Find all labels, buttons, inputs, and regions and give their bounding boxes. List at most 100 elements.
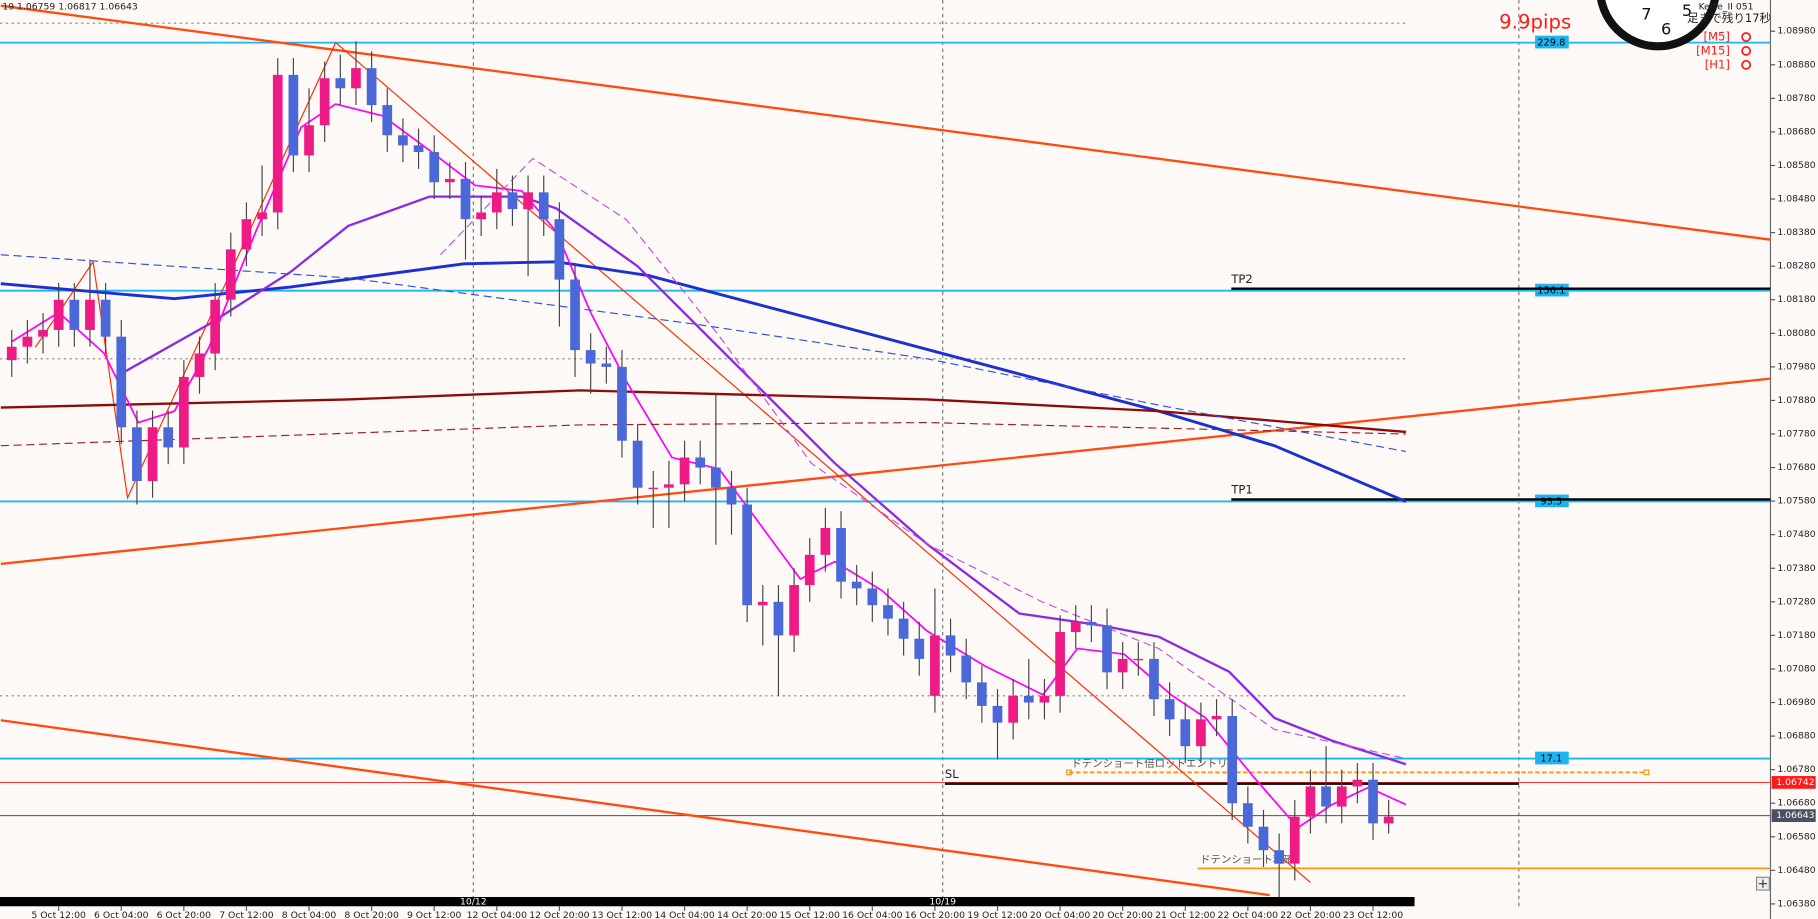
- candle-body: [476, 212, 486, 220]
- candle-body: [992, 705, 1003, 723]
- candle-body: [523, 192, 533, 210]
- y-tick-label: 1.07580: [1777, 496, 1815, 507]
- clock-numeral: 5: [1682, 1, 1692, 20]
- target-label: TP2: [1230, 272, 1252, 286]
- y-tick-label: 1.07480: [1777, 529, 1815, 540]
- alert-label: [H1]: [1705, 57, 1730, 71]
- candle-body: [1164, 699, 1175, 720]
- level-value: 156.1: [1537, 286, 1565, 297]
- candle-body: [695, 457, 706, 468]
- candle-body: [851, 581, 862, 589]
- target-label: TP1: [1230, 483, 1252, 497]
- y-tick-label: 1.06580: [1777, 831, 1815, 842]
- x-tick-label: 23 Oct 12:00: [1343, 910, 1403, 919]
- y-tick-label: 1.08380: [1777, 227, 1815, 238]
- moving-average: [0, 421, 1406, 447]
- alert-label: [M5]: [1703, 30, 1729, 44]
- candle-body: [1227, 715, 1238, 804]
- candle-body: [711, 467, 721, 488]
- moving-average: [0, 389, 1407, 434]
- order-label: ドテンショート倍ロットエントリ: [1071, 757, 1227, 770]
- level-tag: [1535, 751, 1569, 765]
- y-tick-label: 1.08880: [1777, 59, 1815, 70]
- candle-body: [1039, 695, 1050, 703]
- candle-body: [945, 635, 956, 656]
- y-tick-label: 1.08080: [1777, 328, 1815, 339]
- candle-body: [585, 350, 596, 364]
- trendline: [0, 4, 1771, 241]
- candle-body: [1055, 632, 1065, 696]
- candle-body: [179, 376, 189, 448]
- candle-body: [664, 484, 674, 488]
- candle-body: [257, 212, 267, 220]
- candle-body: [789, 585, 799, 636]
- x-tick-label: 12 Oct 04:00: [467, 910, 527, 919]
- candle-body: [1243, 803, 1253, 827]
- y-tick-label: 1.06980: [1777, 697, 1815, 708]
- candle-body: [554, 219, 565, 280]
- candle-body: [429, 152, 440, 183]
- candle-body: [491, 192, 502, 213]
- y-tick-label: 1.08580: [1777, 160, 1815, 171]
- candle-body: [1289, 816, 1300, 864]
- candle-body: [22, 336, 33, 347]
- x-tick-label: 12 Oct 20:00: [529, 910, 589, 919]
- alert-icon: [1741, 59, 1752, 70]
- x-tick-label: 19 Oct 12:00: [967, 910, 1027, 919]
- y-tick-label: 1.07680: [1777, 462, 1815, 473]
- trendline: [0, 377, 1771, 566]
- level-tag: [1535, 494, 1569, 508]
- candle-body: [382, 105, 393, 136]
- candle-body: [601, 363, 612, 367]
- candle-body: [460, 178, 471, 220]
- candle-body: [1336, 786, 1347, 807]
- y-tick-label: 1.08180: [1777, 294, 1815, 305]
- x-tick-label: 8 Oct 04:00: [282, 910, 337, 919]
- candle-body: [116, 336, 127, 428]
- candle-body: [1070, 621, 1081, 633]
- time-strip: [0, 897, 1415, 907]
- candle-body: [100, 299, 111, 337]
- candle-body: [445, 178, 455, 183]
- x-tick-label: 6 Oct 20:00: [157, 910, 212, 919]
- candle-body: [335, 78, 346, 89]
- candle-body: [726, 487, 737, 505]
- candle-body: [1211, 715, 1222, 720]
- candle-body: [617, 366, 627, 441]
- candle-body: [163, 427, 174, 448]
- y-tick-label: 1.06780: [1777, 764, 1815, 775]
- candle-body: [1274, 850, 1284, 864]
- week-label: 10/19: [929, 897, 956, 908]
- x-tick-label: 8 Oct 20:00: [344, 910, 399, 919]
- candle-body: [351, 68, 361, 89]
- candle-body: [867, 588, 878, 606]
- moving-average: [115, 195, 1407, 766]
- candle-body: [1086, 621, 1097, 626]
- y-tick-label: 1.08980: [1777, 26, 1815, 37]
- candle-body: [398, 135, 408, 146]
- candle-body: [69, 299, 80, 330]
- candle-body: [570, 279, 580, 351]
- level-tag: [1535, 283, 1569, 297]
- candle-body: [53, 299, 64, 330]
- x-tick-label: 20 Oct 20:00: [1092, 910, 1152, 919]
- x-tick-label: 16 Oct 04:00: [842, 910, 902, 919]
- alert-icon: [1741, 46, 1752, 56]
- candle-body: [1305, 786, 1316, 817]
- x-tick-label: 7 Oct 12:00: [219, 910, 274, 919]
- candle-body: [820, 527, 831, 555]
- candle-body: [632, 440, 643, 488]
- y-tick-label: 1.07880: [1777, 395, 1815, 406]
- x-tick-label: 14 Oct 20:00: [717, 910, 777, 919]
- y-tick-label: 1.08680: [1777, 126, 1815, 137]
- quote-header: 19 1.06759 1.06817 1.06643: [2, 1, 138, 12]
- indicator-name: Kette_II 051: [1699, 1, 1754, 12]
- y-tick-label: 1.07980: [1777, 361, 1815, 372]
- candle-body: [930, 635, 940, 696]
- candle-body: [288, 74, 299, 156]
- y-tick-label: 1.06480: [1777, 865, 1815, 876]
- candle-body: [1321, 786, 1331, 807]
- y-tick-label: 1.08480: [1777, 194, 1815, 205]
- price-tag: [1771, 776, 1816, 789]
